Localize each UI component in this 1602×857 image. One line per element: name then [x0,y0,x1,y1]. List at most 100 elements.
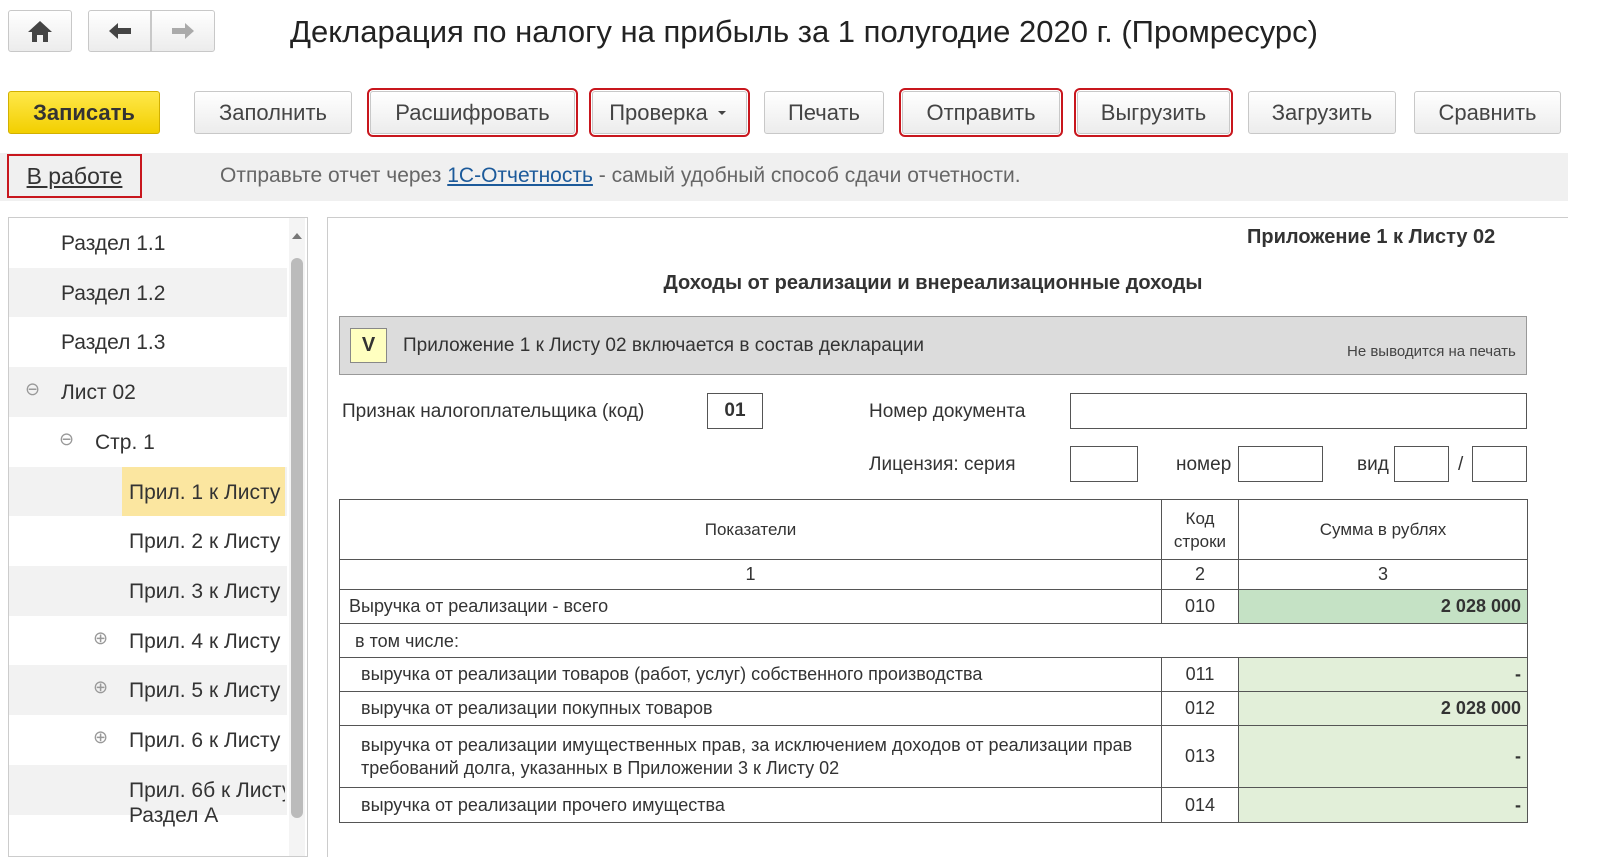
toolbar-button[interactable]: Заполнить [194,91,352,134]
license-series-field[interactable] [1070,446,1138,482]
row-sum: 2 028 000 [1238,691,1528,726]
form-panel [327,217,1568,857]
tree-item[interactable]: Раздел 1.3 [61,331,166,355]
tree-item[interactable]: Прил. 6б к Листу 02 Раздел А [129,778,285,827]
tree-row[interactable] [9,218,287,268]
tree-row[interactable] [9,615,287,666]
row-sum: - [1238,725,1528,788]
message-text: Отправьте отчет через [220,164,442,187]
row-sum: - [1238,657,1528,692]
tree-toggle[interactable]: ⊖ [25,379,41,400]
tree-item[interactable]: Прил. 5 к Листу 02 [129,679,281,703]
row-code: 014 [1161,787,1239,823]
button-label: Загрузить [1271,99,1373,125]
license-number-label: номер [1176,454,1232,475]
tree-item[interactable]: Раздел 1.2 [61,281,166,305]
column-number: 3 [1238,559,1528,590]
column-header: Код строки [1161,499,1239,560]
forward-icon [172,23,194,39]
tree-row[interactable] [9,367,287,418]
row-code: 011 [1161,657,1239,692]
tree-item[interactable]: Стр. 1 [95,430,155,454]
tree-item[interactable]: Прил. 4 к Листу 02 [129,629,281,653]
status-message: Отправьте отчет через 1С-Отчетность - са… [220,164,1021,188]
tree-row[interactable] [9,516,287,567]
toolbar-button[interactable]: Загрузить [1248,91,1396,134]
tree-toggle[interactable]: ⊕ [93,677,109,698]
license-separator: / [1458,454,1464,475]
toolbar-button[interactable]: Записать [8,91,160,134]
column-number: 1 [339,559,1162,590]
button-label: Печать [787,99,861,125]
tree-toggle[interactable]: ⊖ [59,428,75,449]
toolbar-button[interactable]: Сравнить [1414,91,1561,134]
window-title: Декларация по налогу на прибыль за 1 пол… [290,14,1318,49]
row-label: выручка от реализации имущественных прав… [339,725,1162,788]
status-bar [0,153,1568,201]
forward-button[interactable] [151,10,215,52]
home-button[interactable] [8,10,72,52]
row-label: Выручка от реализации - всего [339,589,1162,624]
tree-item[interactable]: Прил. 3 к Листу 02 [129,579,281,603]
button-label: Сравнить [1438,99,1537,125]
doc-number-label: Номер документа [869,401,1026,422]
taxpayer-code[interactable]: 01 [707,393,763,429]
taxpayer-label: Признак налогоплательщика (код) [342,401,645,422]
tree-toggle[interactable]: ⊕ [93,727,109,747]
back-button[interactable] [88,10,151,52]
dropdown-arrow [717,110,726,115]
tree-row[interactable] [9,665,287,716]
row-code: 012 [1161,691,1239,726]
scrollbar[interactable] [289,218,305,856]
license-kind-label: вид [1357,454,1389,475]
tree-row[interactable] [9,715,287,765]
toolbar-button[interactable]: Отправить [899,88,1063,137]
license-kind-field[interactable] [1394,446,1449,482]
include-checkbox[interactable]: V [350,328,387,363]
row-label: выручка от реализации товаров (работ, ус… [339,657,1162,692]
tree-row[interactable] [9,565,287,616]
form-title: Доходы от реализации и внереализационные… [663,272,1203,294]
button-label: Записать [33,99,135,125]
license-kind-field-2[interactable] [1472,446,1527,482]
column-header: Сумма в рублях [1238,499,1528,560]
tree-item[interactable]: Прил. 2 к Листу 02 [129,530,281,554]
tree-item[interactable]: Лист 02 [61,381,136,405]
column-number: 2 [1161,559,1239,590]
button-label: Отправить [926,99,1036,125]
row-label: выручка от реализации покупных товаров [339,691,1162,726]
scroll-up[interactable] [292,232,302,240]
back-icon [108,23,131,39]
toolbar-button[interactable]: Выгрузить [1074,88,1233,137]
license-number-field[interactable] [1238,446,1323,482]
form-heading: Приложение 1 к Листу 02 [1247,226,1496,248]
tree-row[interactable] [9,416,287,467]
home-icon [28,21,52,42]
message-link[interactable]: 1С-Отчетность [447,164,593,187]
toolbar-button[interactable]: Расшифровать [367,88,578,137]
tree-row[interactable] [9,317,287,368]
row-label: в том числе: [339,623,1528,658]
tree-item[interactable]: Раздел 1.1 [61,232,166,255]
doc-number-field[interactable] [1070,393,1527,429]
license-series-label: Лицензия: серия [869,454,1016,475]
selection [122,466,285,517]
row-code: 010 [1161,589,1239,624]
tree-row[interactable] [9,267,287,318]
row-sum: - [1238,787,1528,823]
tree-toggle[interactable]: ⊕ [93,627,109,648]
scroll-thumb[interactable] [291,258,303,818]
include-bar [339,316,1527,375]
message-text: - самый удобный способ сдачи отчетности. [598,164,1021,187]
toolbar-button[interactable]: Проверка [589,88,750,137]
status-link[interactable]: В работе [7,154,142,198]
tree-item[interactable]: Прил. 1 к Листу 02 [129,480,281,504]
row-label: выручка от реализации прочего имущества [339,787,1162,823]
tree-item[interactable]: Прил. 6 к Листу 02 [129,729,281,752]
toolbar-button[interactable]: Печать [764,91,884,134]
button-label: Выгрузить [1100,99,1207,125]
tree-row[interactable] [9,764,287,815]
row-code: 013 [1161,725,1239,788]
no-print-note: Не выводится на печать [1347,343,1516,360]
